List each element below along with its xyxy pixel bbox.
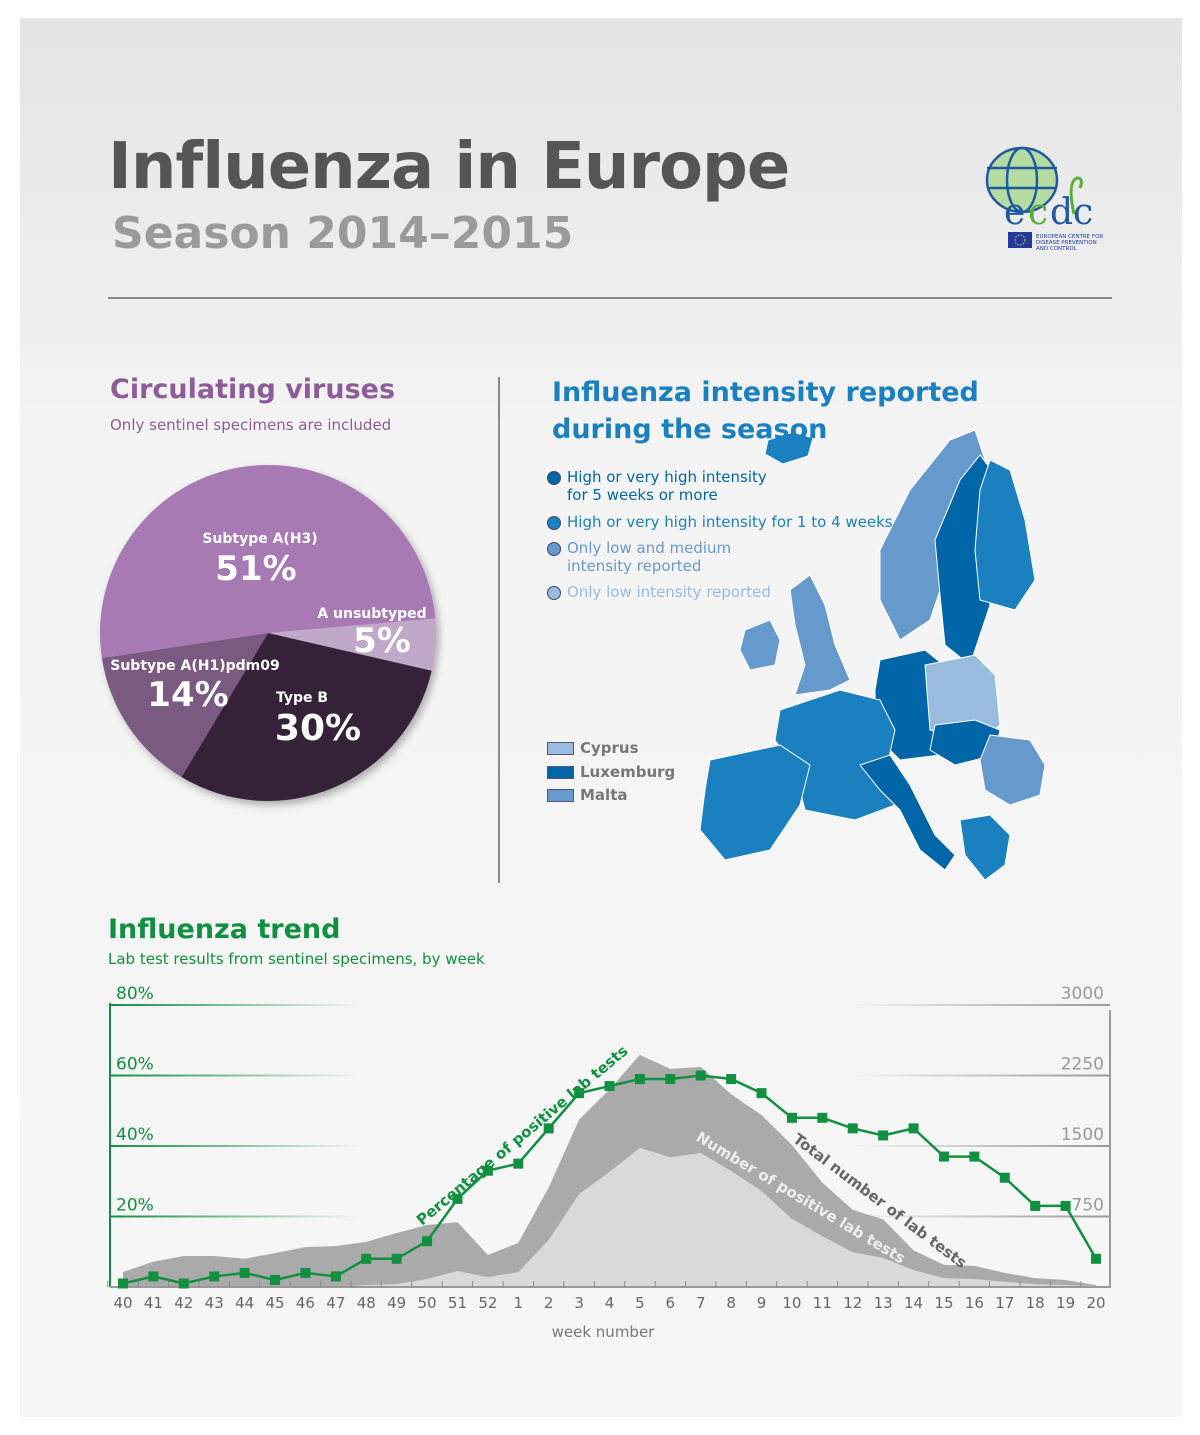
legend-item-high-1to4: High or very high intensity for 1 to 4 w… <box>547 513 893 531</box>
page-title: Influenza in Europe <box>108 130 790 204</box>
small-country-malta: Malta <box>547 786 627 804</box>
map-iceland <box>764 431 814 465</box>
svg-text:AND CONTROL: AND CONTROL <box>1036 246 1078 252</box>
pie-slice-3 <box>99 464 436 659</box>
viruses-title: Circulating viruses <box>110 374 396 405</box>
legend-dot <box>547 542 561 556</box>
pie-label-h1: Subtype A(H1)pdm09 <box>110 658 279 674</box>
viruses-subtitle: Only sentinel specimens are included <box>110 416 392 434</box>
page-subtitle: Season 2014–2015 <box>112 208 574 259</box>
svg-text:e: e <box>1004 192 1025 233</box>
pie-slice-0 <box>268 618 437 671</box>
ecdc-logo: e c dc EUROPEAN CENTRE FOR DISEASE PREVENTI… <box>982 142 1112 252</box>
section-divider <box>498 377 500 883</box>
small-country-luxemburg: Luxemburg <box>547 763 675 781</box>
map-spain <box>699 744 811 861</box>
map-romania <box>979 734 1046 806</box>
trend-title: Influenza trend <box>108 914 341 945</box>
map-finland <box>974 459 1036 611</box>
pie-label-h3: Subtype A(H3) <box>202 531 317 547</box>
pie-slice-1 <box>181 633 432 801</box>
legend-item-low-medium: Only low and medium intensity reported <box>547 539 737 575</box>
header-divider <box>108 297 1112 299</box>
legend-item-high-5plus: High or very high intensity for 5 weeks … <box>547 468 767 504</box>
pie-label-b: Type B <box>276 690 328 706</box>
map-italy <box>859 754 956 871</box>
pie-value-h1: 14% <box>147 675 228 715</box>
europe-map <box>699 429 1046 881</box>
map-greece <box>959 814 1011 881</box>
legend-dot <box>547 516 561 530</box>
svg-text:EUROPEAN CENTRE FOR: EUROPEAN CENTRE FOR <box>1036 234 1103 240</box>
map-ireland <box>739 619 781 671</box>
legend-dot <box>547 471 561 485</box>
pie-value-h3: 51% <box>215 549 296 589</box>
pie-chart: Subtype A(H3) 51% A unsubtyped 5% Subtyp… <box>99 464 437 801</box>
legend-item-low: Only low intensity reported <box>547 583 771 601</box>
svg-text:DISEASE PREVENTION: DISEASE PREVENTION <box>1036 240 1097 246</box>
pie-value-b: 30% <box>275 708 361 749</box>
pie-value-unsubtyped: 5% <box>353 621 411 661</box>
small-country-cyprus: Cyprus <box>547 739 639 757</box>
pie-label-unsubtyped: A unsubtyped <box>317 606 426 622</box>
pie-slice-2 <box>101 633 268 778</box>
svg-text:dc: dc <box>1050 192 1093 233</box>
map-uk <box>789 574 851 696</box>
svg-text:c: c <box>1028 192 1048 233</box>
map-title: Influenza intensity reported during the … <box>552 377 979 445</box>
trend-subtitle: Lab test results from sentinel specimens… <box>108 950 485 968</box>
legend-dot <box>547 586 561 600</box>
